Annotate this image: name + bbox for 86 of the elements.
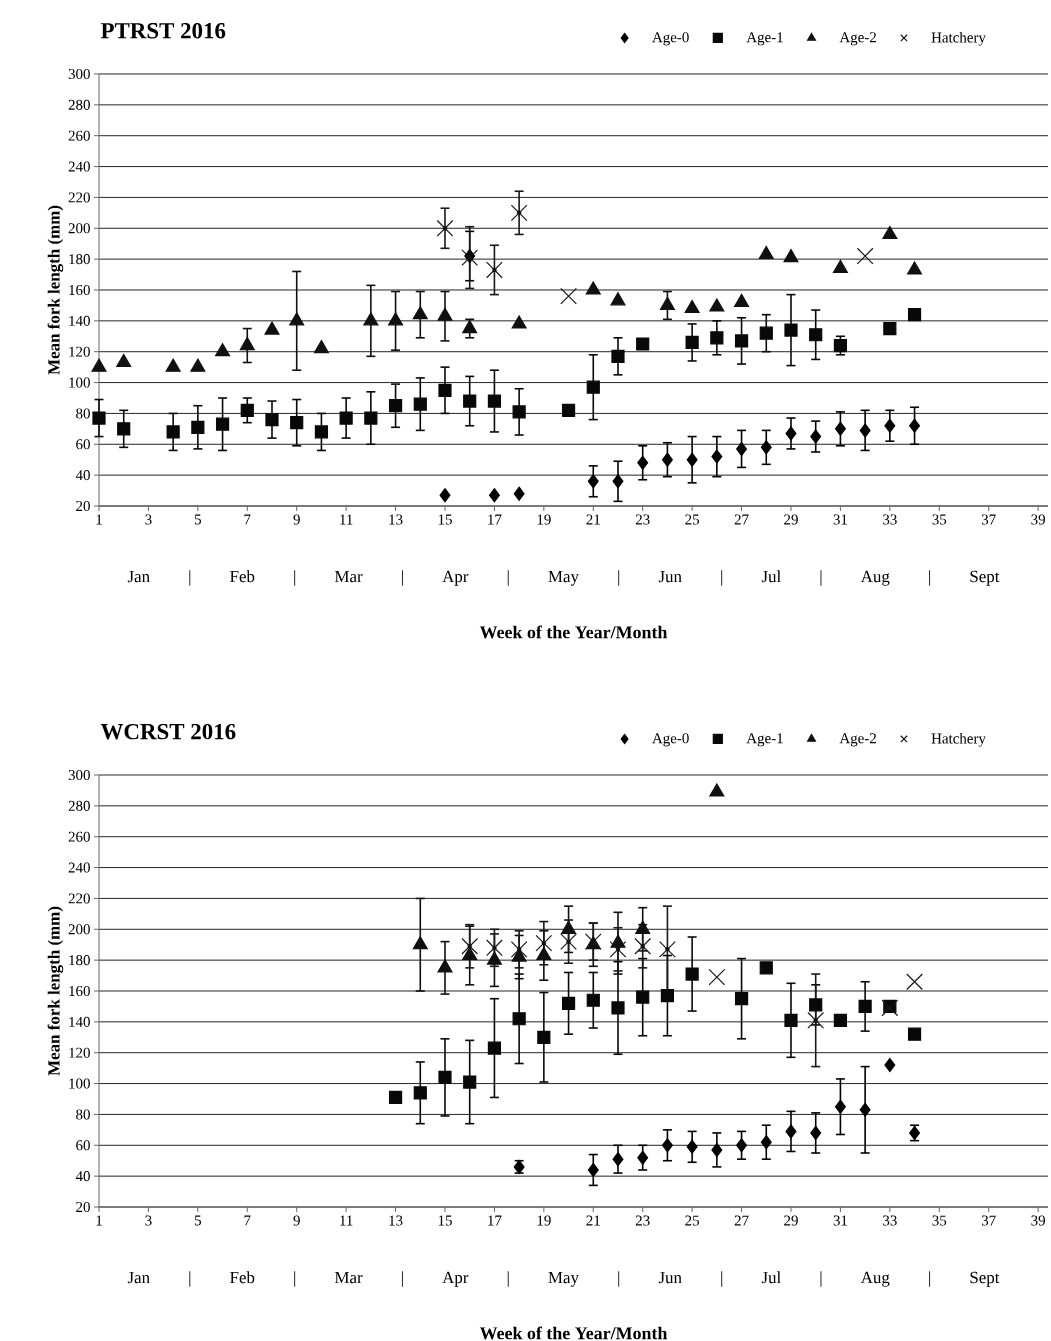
x-tick-label: 11 <box>340 1215 353 1226</box>
x-tick-label: 19 <box>537 1215 551 1226</box>
x-tick-label: 3 <box>145 514 152 525</box>
y-tick-label: 280 <box>68 99 90 110</box>
y-tick-label: 120 <box>69 1047 90 1058</box>
legend-label: Age-0 <box>652 733 689 747</box>
x-tick-label: 25 <box>685 1215 700 1226</box>
y-tick-label: 60 <box>76 1140 90 1151</box>
y-axis-title: Mean fork length (mm) <box>47 205 64 375</box>
y-tick-label: 120 <box>69 346 90 357</box>
legend-label: Age-1 <box>746 733 783 747</box>
x-tick-label: 21 <box>586 1215 600 1226</box>
y-tick-label: 100 <box>69 1078 90 1089</box>
y-tick-label: 180 <box>69 955 90 966</box>
chart-title: WCRST 2016 <box>100 723 236 740</box>
x-tick-label: 9 <box>293 1215 300 1226</box>
y-tick-label: 280 <box>68 800 90 811</box>
legend-label: Age-2 <box>839 733 876 747</box>
x-tick-label: 37 <box>981 1215 996 1226</box>
y-tick-label: 40 <box>75 1171 90 1182</box>
x-tick-label: 3 <box>145 1215 152 1226</box>
y-tick-label: 200 <box>68 223 90 234</box>
text: Jan | Feb | Mar | Apr | May | Jun | Jul | Aug | Sept <box>127 570 1000 586</box>
x-tick-label: 19 <box>537 514 551 525</box>
x-tick-label: 21 <box>586 514 600 525</box>
x-tick-label: 17 <box>488 514 502 525</box>
y-tick-label: 20 <box>76 1201 90 1213</box>
y-axis-title: Mean fork length (mm) <box>47 906 64 1076</box>
y-tick-label: 240 <box>68 161 90 172</box>
x-tick-label: 37 <box>981 514 996 525</box>
x-tick-label: 1 <box>96 514 102 525</box>
x-tick-label: 39 <box>1031 1215 1045 1226</box>
legend-label: Age-1 <box>746 32 783 46</box>
y-tick-label: 300 <box>68 769 90 781</box>
x-axis-title: Week of the Year/Month <box>479 1326 668 1340</box>
y-tick-label: 20 <box>76 500 90 512</box>
x-tick-label: 29 <box>784 514 798 525</box>
y-tick-label: 80 <box>76 1109 90 1120</box>
x-tick-label: 31 <box>833 514 847 525</box>
x-tick-label: 23 <box>635 514 650 525</box>
x-tick-label: 29 <box>784 1215 798 1226</box>
legend-label: Hatchery <box>931 32 986 46</box>
x-tick-label: 27 <box>734 1215 749 1226</box>
x-tick-label: 13 <box>389 514 403 525</box>
x-tick-label: 1 <box>96 1215 102 1226</box>
y-tick-label: 220 <box>68 893 90 904</box>
x-tick-label: 7 <box>244 514 251 525</box>
x-tick-label: 23 <box>635 1215 650 1226</box>
y-tick-label: 220 <box>68 192 90 203</box>
y-tick-label: 160 <box>69 284 90 296</box>
x-tick-label: 9 <box>293 514 300 525</box>
x-tick-label: 25 <box>685 514 700 525</box>
y-tick-label: 240 <box>68 862 90 873</box>
x-tick-label: 11 <box>340 514 353 525</box>
y-tick-label: 100 <box>69 377 90 388</box>
x-tick-label: 33 <box>883 514 897 525</box>
y-tick-label: 260 <box>68 130 90 141</box>
chart-title: PTRST 2016 <box>100 22 226 39</box>
x-tick-label: 7 <box>244 1215 251 1226</box>
legend-label: Age-2 <box>839 32 876 46</box>
x-tick-label: 31 <box>833 1215 847 1226</box>
y-tick-label: 300 <box>68 68 90 80</box>
y-tick-label: 60 <box>76 439 90 450</box>
x-tick-label: 35 <box>932 514 947 525</box>
text: Jan | Feb | Mar | Apr | May | Jun | Jul | Aug | Sept <box>127 1271 1000 1287</box>
y-tick-label: 260 <box>68 831 90 842</box>
x-tick-label: 15 <box>438 514 452 525</box>
x-tick-label: 5 <box>194 1215 202 1226</box>
x-tick-label: 17 <box>488 1215 502 1226</box>
x-tick-label: 5 <box>194 514 202 525</box>
x-tick-label: 33 <box>883 1215 897 1226</box>
y-tick-label: 140 <box>69 1016 90 1027</box>
y-tick-label: 180 <box>69 254 90 265</box>
x-tick-label: 13 <box>389 1215 403 1226</box>
y-tick-label: 160 <box>69 985 90 997</box>
y-tick-label: 140 <box>69 315 90 326</box>
y-tick-label: 80 <box>76 408 90 419</box>
x-axis-title: Week of the Year/Month <box>479 625 668 639</box>
x-tick-label: 35 <box>932 1215 947 1226</box>
y-tick-label: 40 <box>75 470 90 481</box>
x-tick-label: 27 <box>734 514 749 525</box>
x-tick-label: 15 <box>438 1215 452 1226</box>
y-tick-label: 200 <box>68 924 90 935</box>
legend-label: Age-0 <box>652 32 689 46</box>
legend-label: Hatchery <box>931 733 986 747</box>
x-tick-label: 39 <box>1031 514 1045 525</box>
